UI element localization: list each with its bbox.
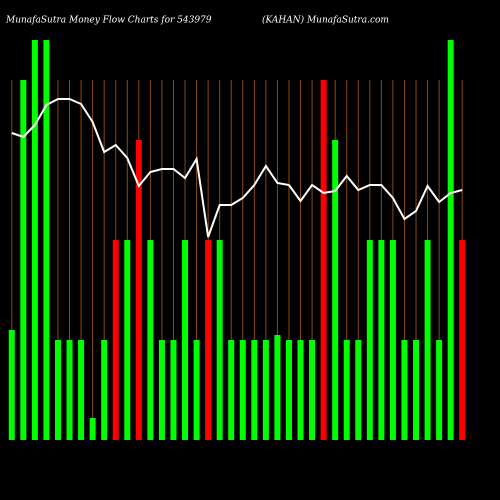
- bar: [459, 240, 466, 440]
- bar: [262, 340, 269, 440]
- bar: [205, 240, 212, 440]
- money-flow-line: [11, 98, 463, 238]
- bar: [389, 240, 396, 440]
- bar: [89, 418, 96, 440]
- bar: [158, 340, 165, 440]
- bar: [320, 80, 327, 440]
- bar: [170, 340, 177, 440]
- bar: [20, 80, 27, 440]
- bar: [54, 340, 61, 440]
- bar: [147, 240, 154, 440]
- bar: [424, 240, 431, 440]
- bar: [285, 340, 292, 440]
- chart-subtitle: (KAHAN) MunafaSutra.com: [262, 15, 389, 26]
- bar: [228, 340, 235, 440]
- chart-title: MunafaSutra Money Flow Charts for 543979: [5, 16, 212, 26]
- bar: [378, 240, 385, 440]
- bar: [332, 140, 339, 440]
- bar: [216, 240, 223, 440]
- bar: [274, 335, 281, 440]
- bar: [193, 340, 200, 440]
- bar: [124, 240, 131, 440]
- bar: [112, 240, 119, 440]
- bar: [31, 40, 38, 440]
- bar: [436, 340, 443, 440]
- bar: [447, 40, 454, 440]
- bar: [78, 340, 85, 440]
- bar: [66, 340, 73, 440]
- bar: [182, 240, 189, 440]
- bar: [297, 340, 304, 440]
- bar: [101, 340, 108, 440]
- bar: [401, 340, 408, 440]
- bar: [355, 340, 362, 440]
- bar: [239, 340, 246, 440]
- bar: [251, 340, 258, 440]
- bar: [366, 240, 373, 440]
- bar: [43, 40, 50, 440]
- bar: [135, 140, 142, 440]
- bar: [343, 340, 350, 440]
- bar: [309, 340, 316, 440]
- bar: [413, 340, 420, 440]
- bar: [8, 330, 15, 440]
